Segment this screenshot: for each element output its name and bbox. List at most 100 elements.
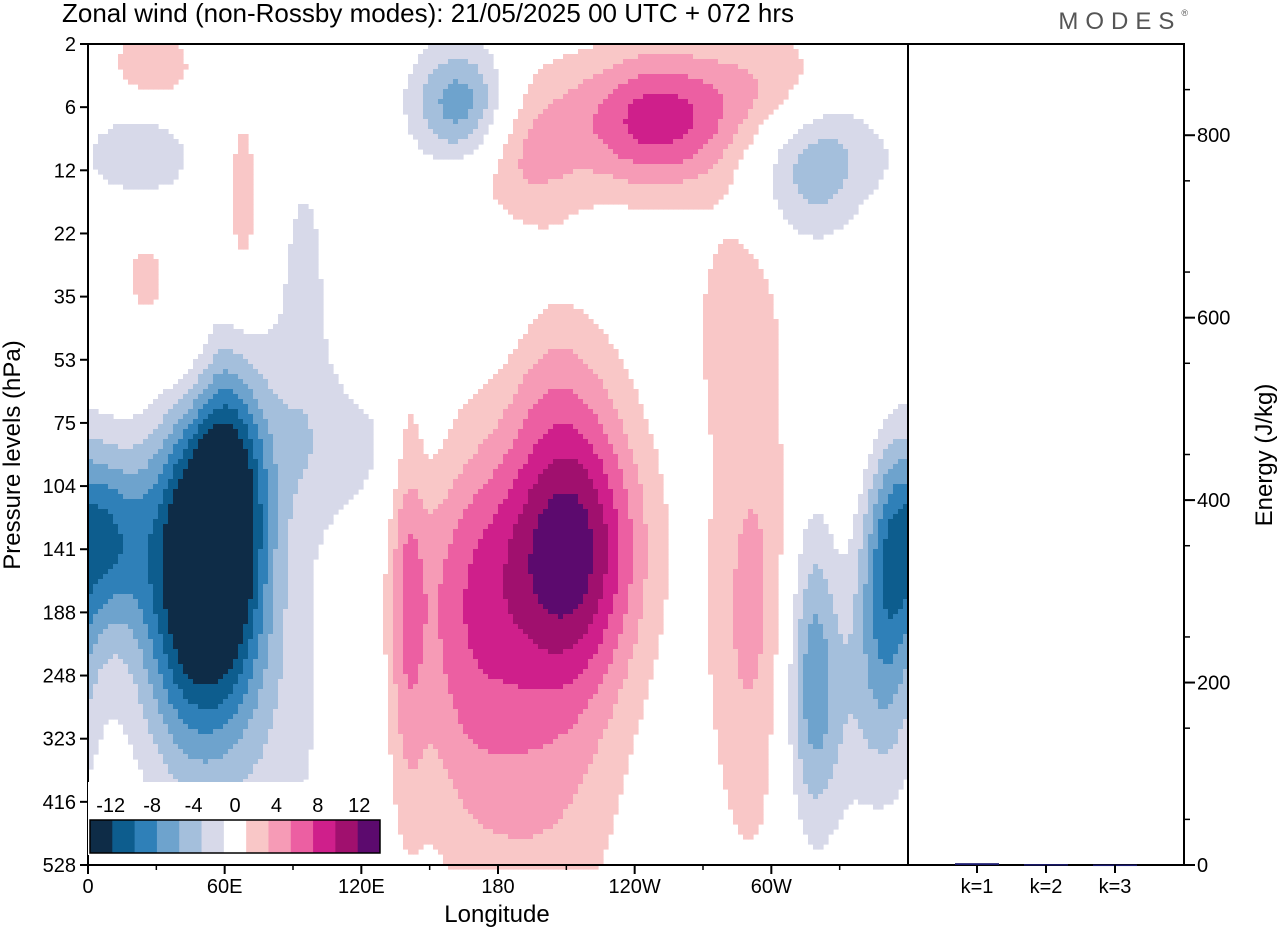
heatmap-cell [153,124,159,130]
heatmap-cell [183,434,189,440]
heatmap-cell [158,489,164,495]
heatmap-cell [253,624,259,630]
heatmap-cell [238,589,244,595]
heatmap-cell [263,629,269,635]
heatmap-cell [353,429,359,435]
heatmap-cell [208,734,214,740]
heatmap-cell [383,619,389,625]
heatmap-cell [278,404,284,410]
heatmap-cell [208,674,214,680]
heatmap-cell [153,679,159,685]
heatmap-cell [118,719,124,725]
heatmap-cell [223,419,229,425]
heatmap-cell [223,749,229,755]
heatmap-cell [228,369,234,375]
heatmap-cell [213,719,219,725]
heatmap-cell [248,544,254,550]
heatmap-cell [93,644,99,650]
heatmap-cell [208,474,214,480]
heatmap-cell [103,504,109,510]
heatmap-cell [328,454,334,460]
heatmap-cell [148,154,154,160]
heatmap-cell [248,184,254,190]
heatmap-cell [128,654,134,660]
heatmap-cell [118,429,124,435]
heatmap-cell [138,694,144,700]
heatmap-cell [238,174,244,180]
heatmap-cell [128,569,134,575]
heatmap-cell [273,664,279,670]
heatmap-cell [123,444,129,450]
heatmap-cell [258,469,264,475]
heatmap-cell [308,374,314,380]
heatmap-cell [153,699,159,705]
heatmap-cell [238,459,244,465]
heatmap-cell [113,569,119,575]
heatmap-cell [303,654,309,660]
heatmap-cell [193,459,199,465]
heatmap-cell [178,669,184,675]
heatmap-cell [203,639,209,645]
heatmap-cell [363,424,369,430]
heatmap-cell [168,659,174,665]
heatmap-cell [288,344,294,350]
heatmap-cell [148,484,154,490]
heatmap-cell [218,649,224,655]
heatmap-cell [183,614,189,620]
heatmap-cell [253,484,259,490]
heatmap-cell [93,154,99,160]
heatmap-cell [283,569,289,575]
heatmap-cell [198,464,204,470]
heatmap-cell [218,509,224,515]
heatmap-cell [388,654,394,660]
heatmap-cell [228,664,234,670]
heatmap-cell [93,449,99,455]
heatmap-cell [208,429,214,435]
heatmap-cell [88,669,94,675]
heatmap-cell [218,549,224,555]
heatmap-cell [258,334,264,340]
heatmap-cell [243,609,249,615]
heatmap-cell [98,519,104,525]
heatmap-cell [108,499,114,505]
heatmap-cell [338,394,344,400]
heatmap-cell [258,584,264,590]
heatmap-cell [318,374,324,380]
heatmap-cell [283,484,289,490]
heatmap-cell [388,569,394,575]
heatmap-cell [283,504,289,510]
heatmap-cell [268,559,274,565]
heatmap-cell [393,524,399,530]
heatmap-cell [283,759,289,765]
heatmap-cell [143,409,149,415]
heatmap-cell [283,289,289,295]
heatmap-cell [233,414,239,420]
heatmap-cell [228,654,234,660]
heatmap-cell [168,179,174,185]
heatmap-cell [293,404,299,410]
heatmap-cell [178,689,184,695]
heatmap-cell [273,639,279,645]
heatmap-cell [288,529,294,535]
heatmap-cell [208,529,214,535]
heatmap-cell [158,764,164,770]
heatmap-cell [98,734,104,740]
heatmap-cell [133,279,139,285]
heatmap-cell [298,724,304,730]
heatmap-cell [158,499,164,505]
heatmap-cell [233,214,239,220]
heatmap-cell [243,369,249,375]
heatmap-cell [228,519,234,525]
heatmap-cell [258,654,264,660]
heatmap-cell [93,484,99,490]
heatmap-cell [123,694,129,700]
heatmap-cell [108,704,114,710]
heatmap-cell [118,419,124,425]
heatmap-cell [133,129,139,135]
heatmap-cell [163,569,169,575]
heatmap-cell [233,609,239,615]
heatmap-cell [303,289,309,295]
heatmap-cell [173,494,179,500]
heatmap-cell [213,604,219,610]
heatmap-cell [288,349,294,355]
